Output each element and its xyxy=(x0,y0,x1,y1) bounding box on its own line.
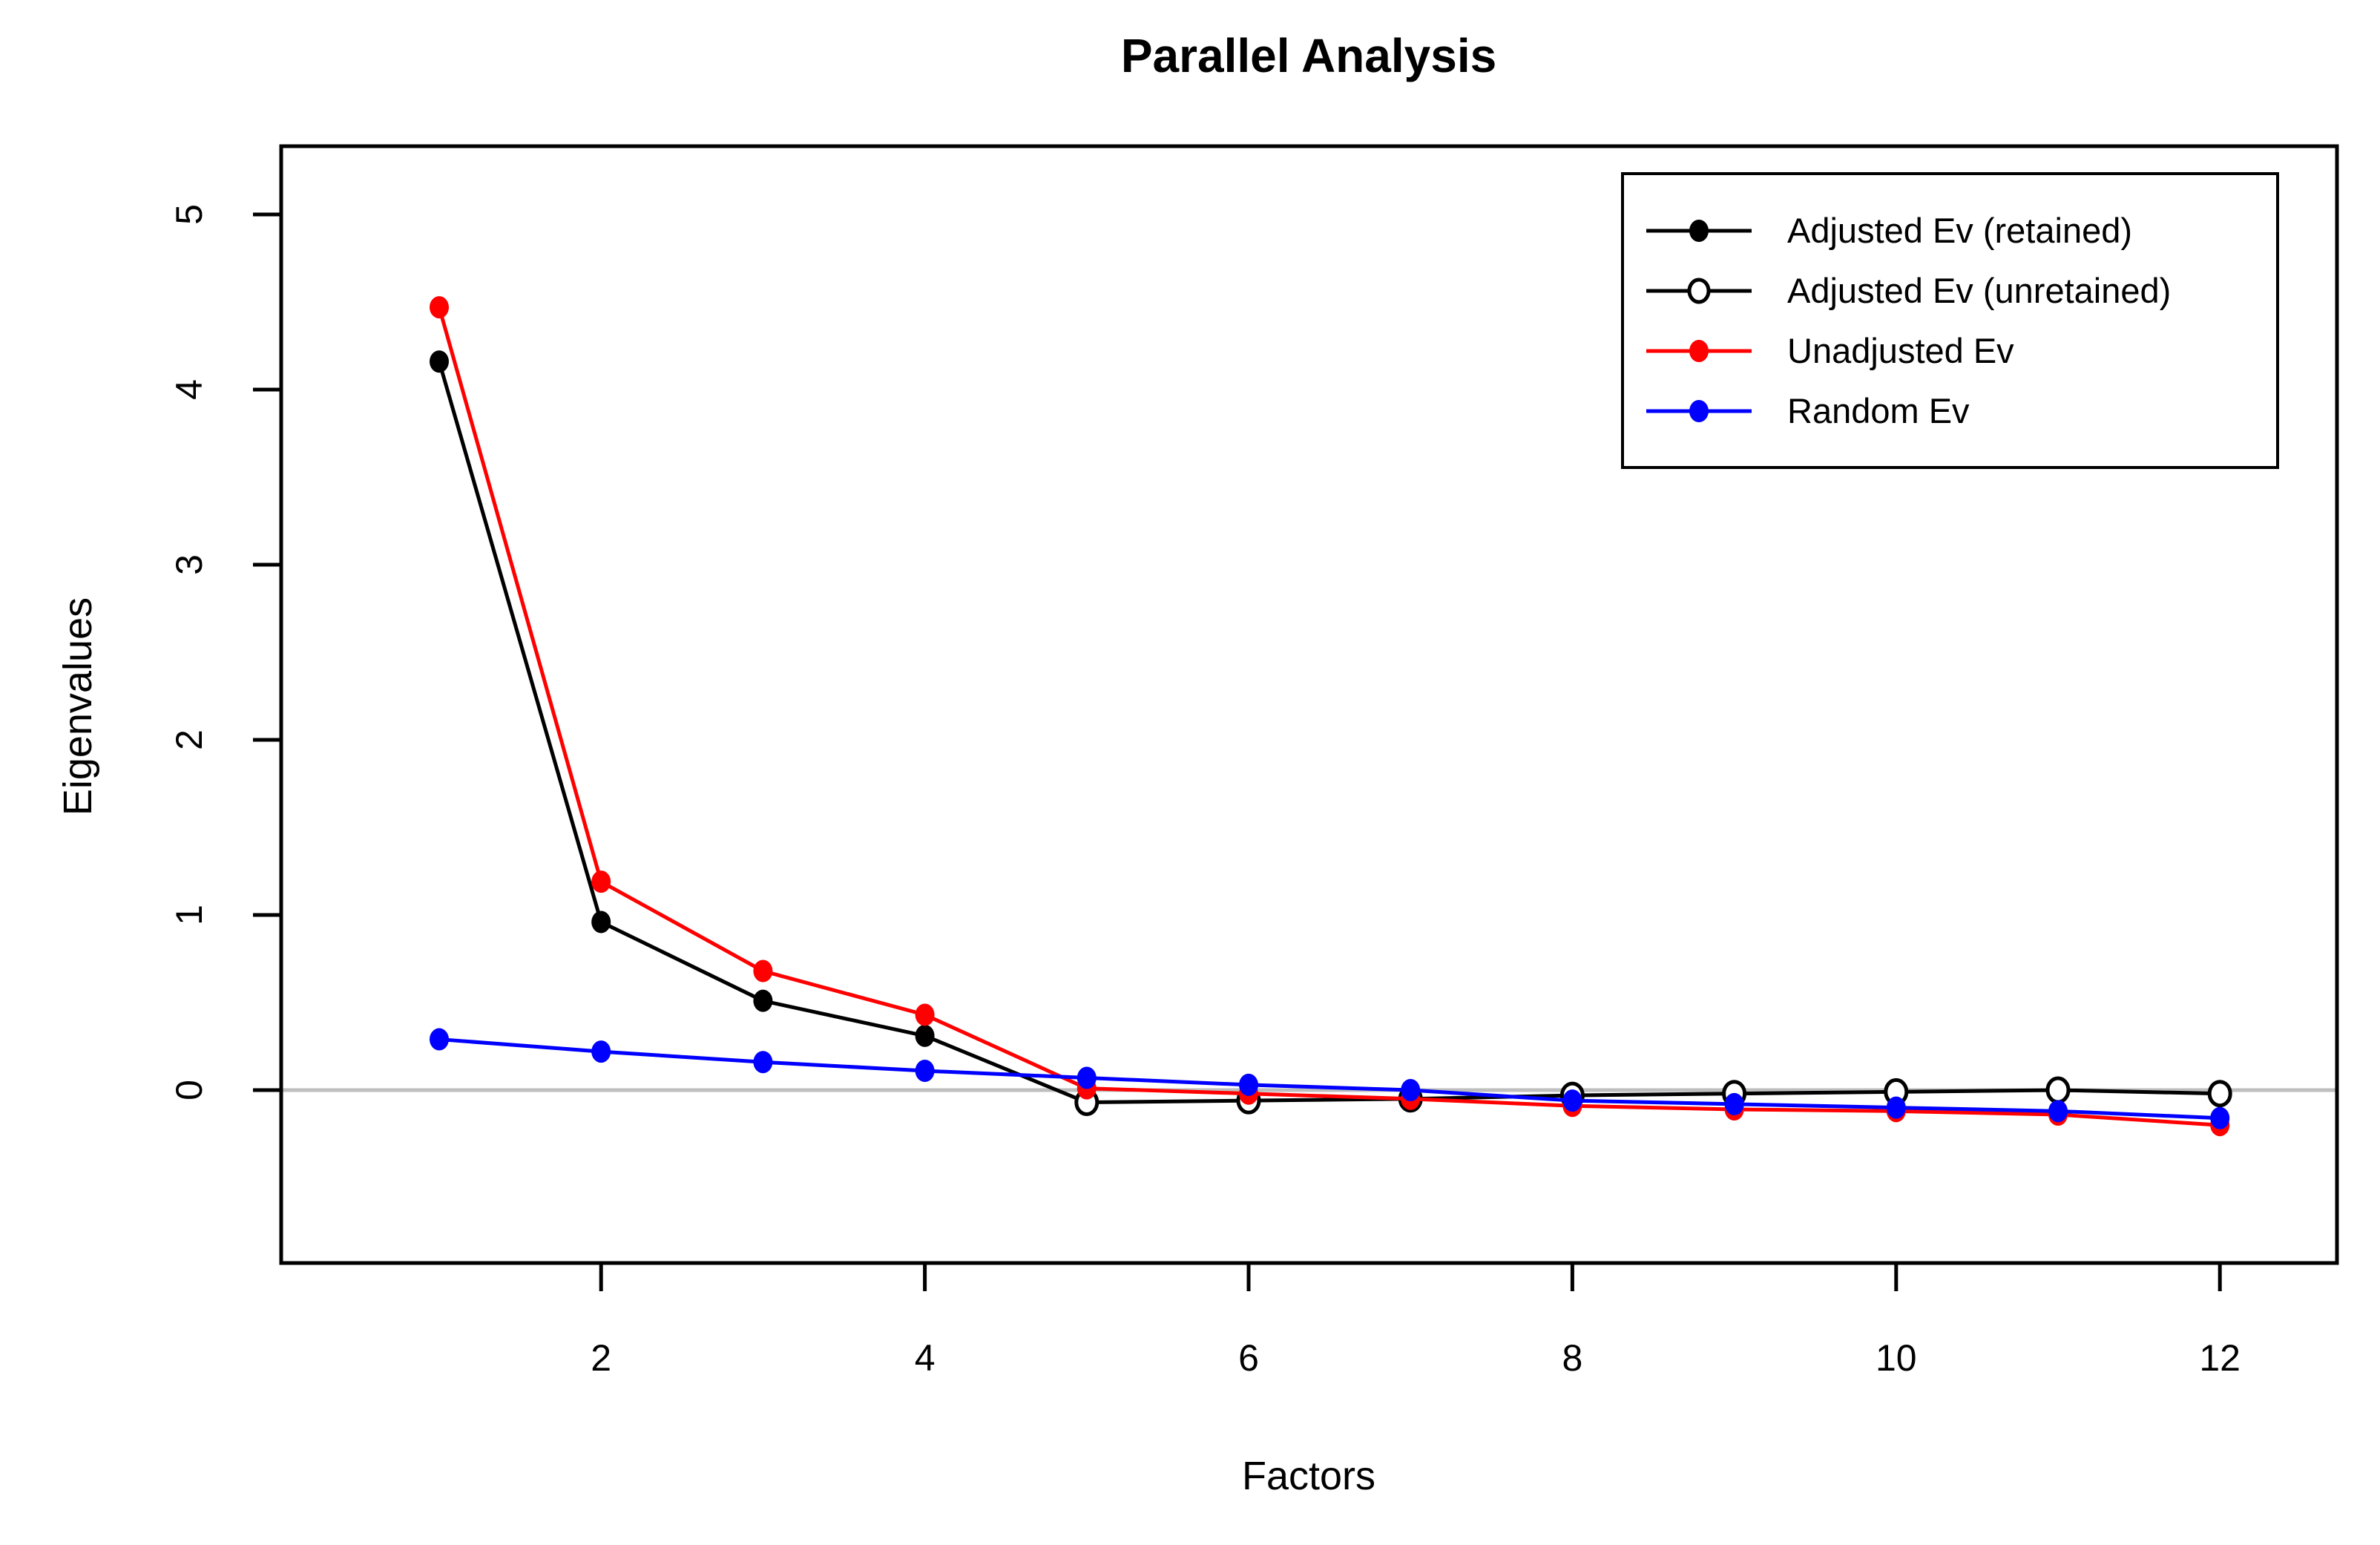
legend-item-random: Random Ev xyxy=(1643,381,2276,441)
legend-label: Adjusted Ev (unretained) xyxy=(1787,271,2172,310)
data-point xyxy=(753,960,773,983)
legend-label: Unadjusted Ev xyxy=(1787,331,2014,370)
data-point xyxy=(1239,1073,1258,1096)
filled-circle-icon xyxy=(1646,219,1752,242)
filled-circle-icon xyxy=(1689,219,1709,242)
data-point xyxy=(591,911,611,934)
legend-item-unadjusted: Unadjusted Ev xyxy=(1643,321,2276,381)
y-tick-label: 3 xyxy=(168,554,210,575)
data-point xyxy=(1076,1066,1097,1089)
data-point-open xyxy=(2045,1076,2071,1104)
x-tick-label: 12 xyxy=(2199,1337,2241,1379)
data-point xyxy=(753,989,773,1012)
data-point xyxy=(430,1028,449,1051)
y-tick-label: 2 xyxy=(168,729,210,750)
data-point xyxy=(591,1040,611,1063)
x-tick-label: 2 xyxy=(591,1337,611,1379)
x-tick-label: 4 xyxy=(915,1337,936,1379)
y-tick-label: 0 xyxy=(168,1080,210,1100)
data-point xyxy=(915,1003,935,1026)
legend-item-adjusted-unretained: Adjusted Ev (unretained) xyxy=(1643,260,2276,321)
data-point xyxy=(915,1024,935,1047)
y-tick-label: 5 xyxy=(168,204,210,225)
x-tick-label: 6 xyxy=(1238,1337,1259,1379)
plot-box xyxy=(279,144,2339,1265)
chart-title: Parallel Analysis xyxy=(1120,29,1497,82)
data-point xyxy=(915,1060,935,1083)
data-point xyxy=(1401,1079,1421,1101)
filled-circle-icon xyxy=(1646,339,1752,362)
filled-circle-icon xyxy=(1689,399,1709,422)
data-point xyxy=(1562,1089,1582,1112)
data-point xyxy=(2048,1100,2068,1123)
data-point xyxy=(753,1051,773,1074)
legend-item-adjusted-retained: Adjusted Ev (retained) xyxy=(1643,200,2276,260)
series-line xyxy=(438,1037,2220,1121)
data-point xyxy=(591,870,611,893)
data-point xyxy=(430,350,449,373)
legend: Adjusted Ev (retained) Adjusted Ev (unre… xyxy=(1621,172,2279,469)
legend-label: Random Ev xyxy=(1787,391,1970,430)
series-random-ev xyxy=(430,1028,2230,1129)
open-circle-icon xyxy=(1646,278,1752,304)
filled-circle-icon xyxy=(1689,339,1709,362)
y-axis-label: Eigenvalues xyxy=(56,597,100,816)
data-point xyxy=(1724,1092,1744,1115)
x-tick-label: 8 xyxy=(1562,1337,1582,1379)
x-tick-label: 10 xyxy=(1876,1337,1917,1379)
legend-label: Adjusted Ev (retained) xyxy=(1787,211,2133,250)
series-line xyxy=(437,361,2220,1105)
open-circle-icon xyxy=(1687,278,1711,304)
series-line xyxy=(437,306,2220,1127)
data-point-open xyxy=(2207,1080,2232,1108)
data-point xyxy=(430,296,449,319)
x-axis-label: Factors xyxy=(1241,1454,1376,1498)
filled-circle-icon xyxy=(1646,399,1752,422)
y-tick-label: 1 xyxy=(168,905,210,925)
y-tick-label: 4 xyxy=(168,379,210,400)
data-point xyxy=(2210,1106,2230,1129)
data-point xyxy=(1886,1096,1906,1119)
